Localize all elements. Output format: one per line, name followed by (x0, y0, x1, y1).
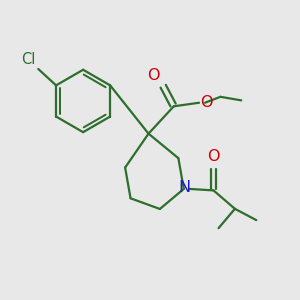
Text: N: N (178, 180, 190, 195)
Text: O: O (148, 68, 160, 82)
Text: O: O (200, 95, 213, 110)
Text: O: O (207, 149, 220, 164)
Text: Cl: Cl (22, 52, 36, 67)
